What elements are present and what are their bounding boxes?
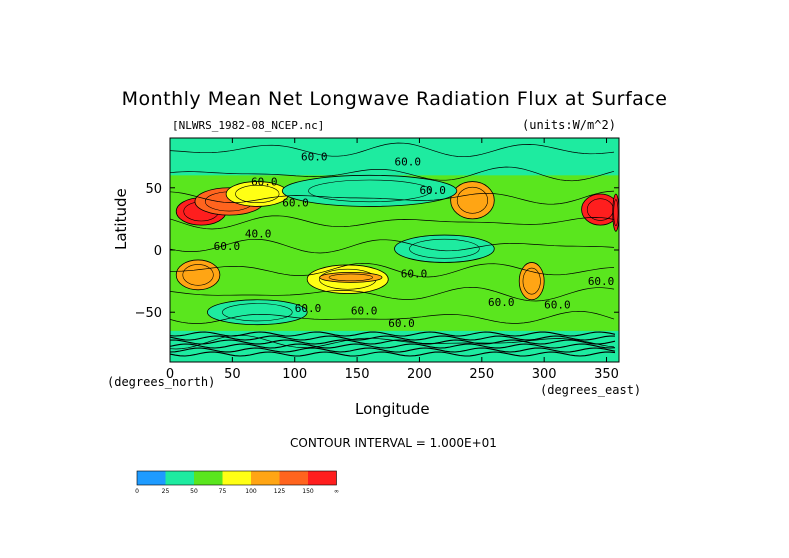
contour-line: [456, 186, 489, 214]
contour-line: [169, 286, 615, 302]
colorbar-tick-label: 0: [135, 488, 139, 495]
colorbar-swatch: [137, 471, 166, 485]
contour-label: 60.0: [488, 296, 514, 309]
y-tick-label: −50: [135, 306, 162, 321]
colorbar-tick-label: 50: [190, 488, 198, 495]
contour-line: [169, 351, 616, 357]
contour-label: 60.0: [295, 302, 322, 315]
contour-line: [169, 238, 615, 254]
x-tick-label: 100: [282, 367, 307, 382]
contour-label: 60.0: [401, 267, 428, 280]
x-tick-label: 200: [407, 367, 432, 382]
colorbar-swatch: [194, 471, 223, 485]
x-unit-label: (degrees_east): [540, 383, 642, 397]
contour-line: [169, 347, 616, 353]
contour-label: 60.0: [301, 150, 328, 163]
contour-line: [182, 264, 214, 286]
x-tick-label: 250: [469, 367, 494, 382]
contour-line: [328, 273, 373, 282]
contour-line: [169, 331, 616, 337]
colorbar-swatch: [222, 471, 251, 485]
contour-label: 60.0: [588, 275, 615, 288]
contour-line: [235, 184, 280, 204]
colorbar-tick-label: 100: [245, 488, 257, 495]
colorbar-tick-label: ∞: [334, 488, 339, 495]
colorbar-swatch: [308, 471, 337, 485]
x-tick-label: 0: [166, 367, 174, 382]
contour-label: 40.0: [245, 228, 271, 241]
contour-line: [522, 267, 541, 295]
contour-line: [169, 343, 616, 349]
colorbar-tick-label: 25: [162, 488, 170, 495]
contour-line: [169, 142, 615, 158]
x-tick-label: 300: [532, 367, 557, 382]
field-region: [170, 138, 619, 176]
units-label: (units:W/m^2): [522, 118, 616, 132]
x-tick-label: 350: [594, 367, 619, 382]
contour-label: 60.0: [419, 184, 446, 197]
x-tick-label: 50: [224, 367, 241, 382]
contour-line: [169, 166, 615, 182]
contour-label: 60.0: [214, 240, 241, 253]
colorbar-tick-label: 150: [302, 488, 314, 495]
chart-title: Monthly Mean Net Longwave Radiation Flux…: [121, 88, 668, 110]
contour-line: [169, 310, 615, 324]
y-tick-label: 50: [145, 182, 162, 197]
x-tick-label: 150: [345, 367, 370, 382]
colorbar-swatch: [165, 471, 194, 485]
contour-interval: CONTOUR INTERVAL = 1.000E+01: [290, 436, 497, 450]
contour-line: [169, 335, 615, 341]
contour-line: [169, 262, 615, 278]
contour-line: [613, 199, 619, 227]
x-axis-label: Longitude: [355, 400, 430, 418]
contour-label: 60.0: [395, 155, 422, 168]
contour-line: [169, 339, 616, 345]
file-label: [NLWRS_1982-08_NCEP.nc]: [172, 119, 325, 132]
contour-line: [169, 190, 615, 205]
colorbar-swatch: [251, 471, 280, 485]
colorbar-tick-label: 125: [274, 488, 286, 495]
contour-label: 60.0: [351, 305, 378, 318]
colorbar-frame: [136, 470, 337, 486]
contour-line: [169, 215, 615, 230]
y-tick-label: 0: [154, 244, 162, 259]
contour-label: 60.0: [544, 298, 571, 311]
contour-label: 60.0: [388, 317, 415, 330]
contour-line: [308, 179, 431, 203]
contour-label: 60.0: [282, 196, 309, 209]
y-unit-label: (degrees_north): [107, 375, 216, 389]
contour-line: [169, 334, 615, 350]
contour-line: [409, 238, 480, 259]
colorbar-swatch: [279, 471, 308, 485]
colorbar-tick-label: 75: [219, 488, 227, 495]
contour-label: 60.0: [251, 175, 278, 188]
contour-line: [222, 303, 293, 322]
